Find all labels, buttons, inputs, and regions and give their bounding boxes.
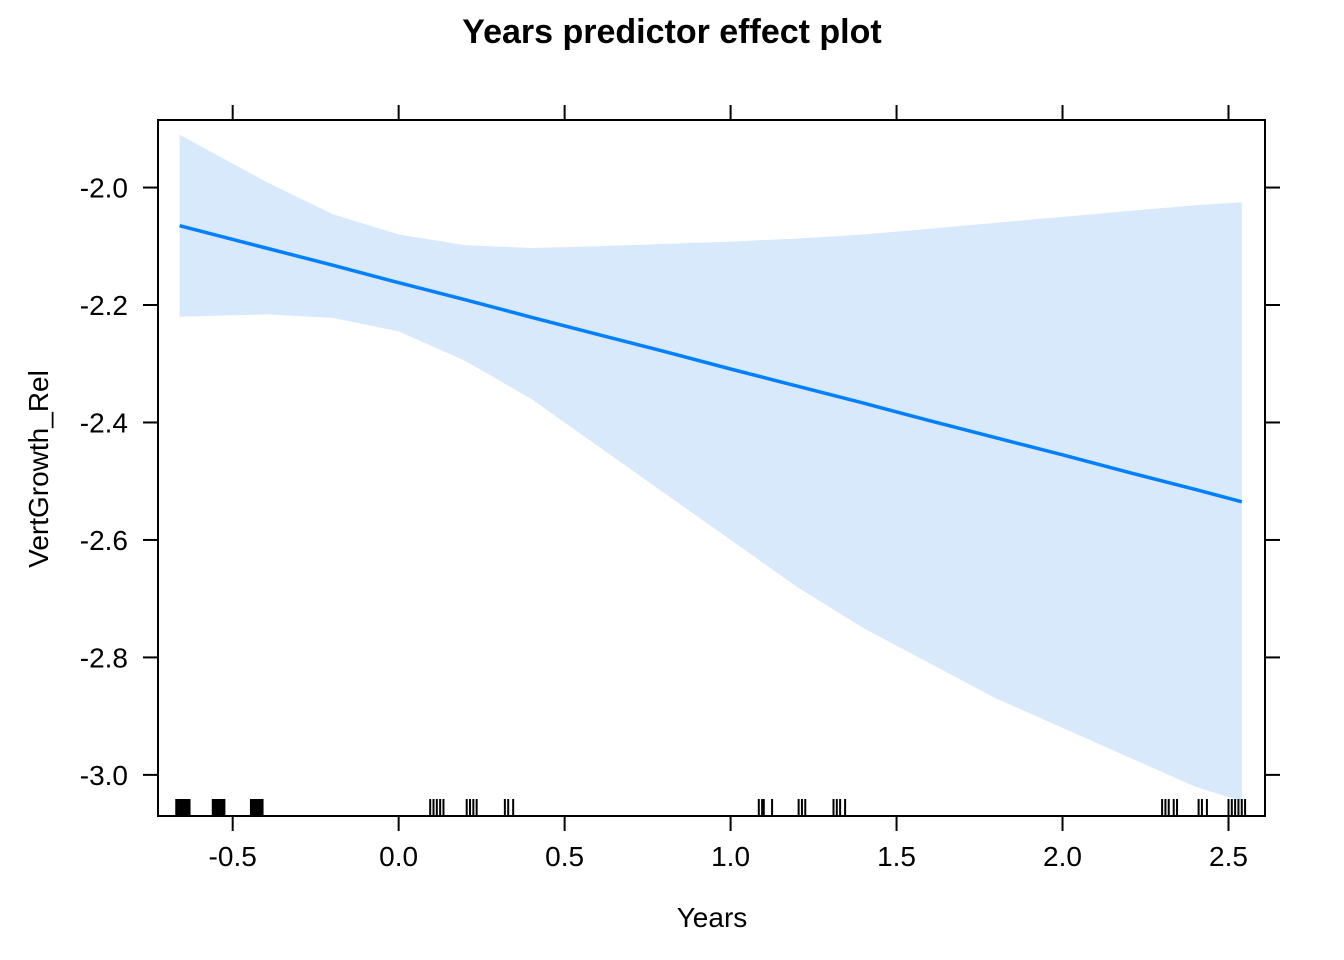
y-tick-label: -3.0: [80, 760, 128, 791]
x-tick-label: 2.5: [1209, 841, 1248, 872]
y-tick-label: -2.2: [80, 290, 128, 321]
y-tick-label: -2.4: [80, 407, 128, 438]
plot-area: -0.5 0.0 0.5 1.0 1.5 2.0 2.5 -2.0 -2.2 -2.4 -2.6 -2…: [80, 105, 1280, 872]
confidence-band: [179, 134, 1242, 802]
chart-title: Years predictor effect plot: [462, 13, 881, 51]
x-tick-label: 2.0: [1043, 841, 1082, 872]
y-axis-label: VertGrowth_Rel: [23, 370, 54, 568]
effect-line: [179, 224, 1243, 504]
y-tick-label: -2.8: [80, 642, 128, 673]
x-tick-label: 1.5: [877, 841, 916, 872]
plot-frame: [157, 119, 1266, 817]
y-tick-label: -2.0: [80, 173, 128, 204]
y-tick-label: -2.6: [80, 525, 128, 556]
x-tick-label: -0.5: [209, 841, 257, 872]
x-tick-label: 0.0: [379, 841, 418, 872]
x-tick-label: 1.0: [711, 841, 750, 872]
x-axis-label: Years: [677, 902, 748, 933]
x-tick-label: 0.5: [545, 841, 584, 872]
